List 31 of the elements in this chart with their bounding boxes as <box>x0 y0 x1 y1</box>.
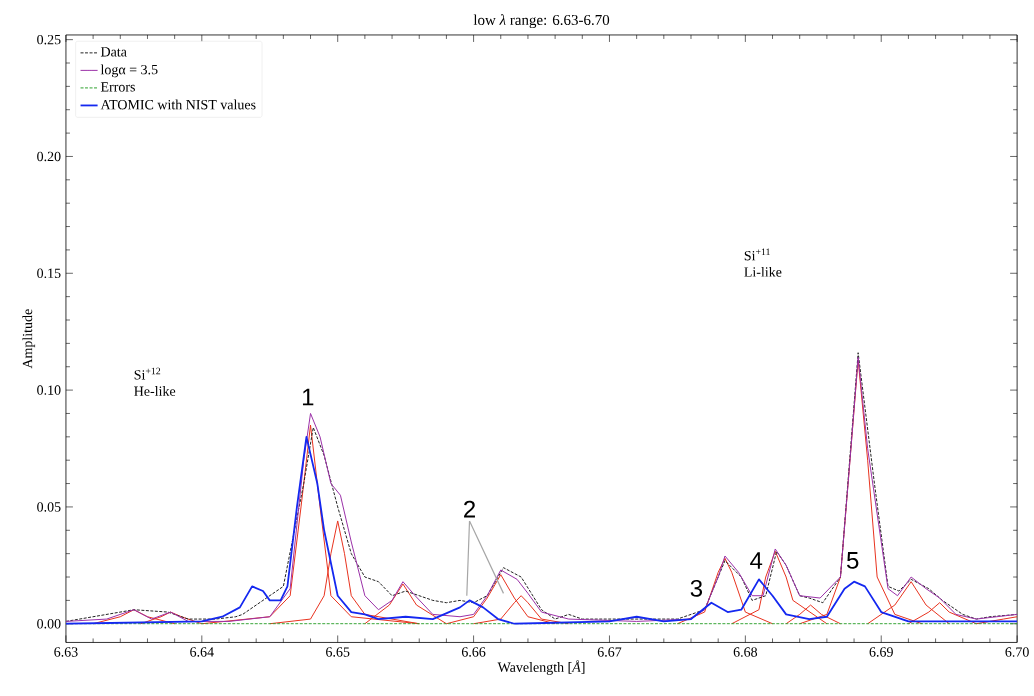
y-tick-label: 0.20 <box>37 151 61 162</box>
x-tick-label: 6.63 <box>54 647 78 657</box>
x-tick-label: 6.69 <box>869 647 893 657</box>
annotation: 4 <box>750 552 763 569</box>
annotation: Si$^{+12}$ <box>134 367 161 380</box>
y-tick-label: 0.10 <box>37 385 61 395</box>
x-axis-title: Wavelength [Å] <box>497 660 585 675</box>
x-tick-label: 6.64 <box>190 647 214 657</box>
y-tick-label: 0.00 <box>37 618 61 629</box>
y-tick-label: 0.25 <box>37 34 61 45</box>
annotation: Li-like <box>744 266 782 277</box>
annotation: Si$^{+11}$ <box>744 248 770 261</box>
annotation: He-like <box>134 385 176 396</box>
legend-label: logα = 3.5 <box>100 64 158 78</box>
y-axis-title: Amplitude <box>22 309 36 369</box>
legend-label: Errors <box>100 82 135 92</box>
y-tick-label: 0.05 <box>37 501 61 512</box>
x-tick-label: 6.70 <box>1005 647 1029 657</box>
annotation: 1 <box>302 388 314 406</box>
y-tick-label: 0.15 <box>37 268 61 278</box>
x-tick-label: 6.65 <box>326 647 350 657</box>
x-tick-label: 6.66 <box>461 647 486 657</box>
x-tick-label: 6.68 <box>733 647 758 657</box>
line-series <box>65 435 1018 625</box>
annotation: 3 <box>690 579 703 597</box>
legend-label: ATOMIC with NIST values <box>100 99 256 110</box>
chart-title: low λ range: 6.63-6.70 <box>473 14 610 28</box>
legend-label: Data <box>100 47 127 57</box>
x-tick-label: 6.67 <box>597 647 622 657</box>
annotation: 5 <box>846 551 859 569</box>
annotation: 2 <box>464 500 475 518</box>
